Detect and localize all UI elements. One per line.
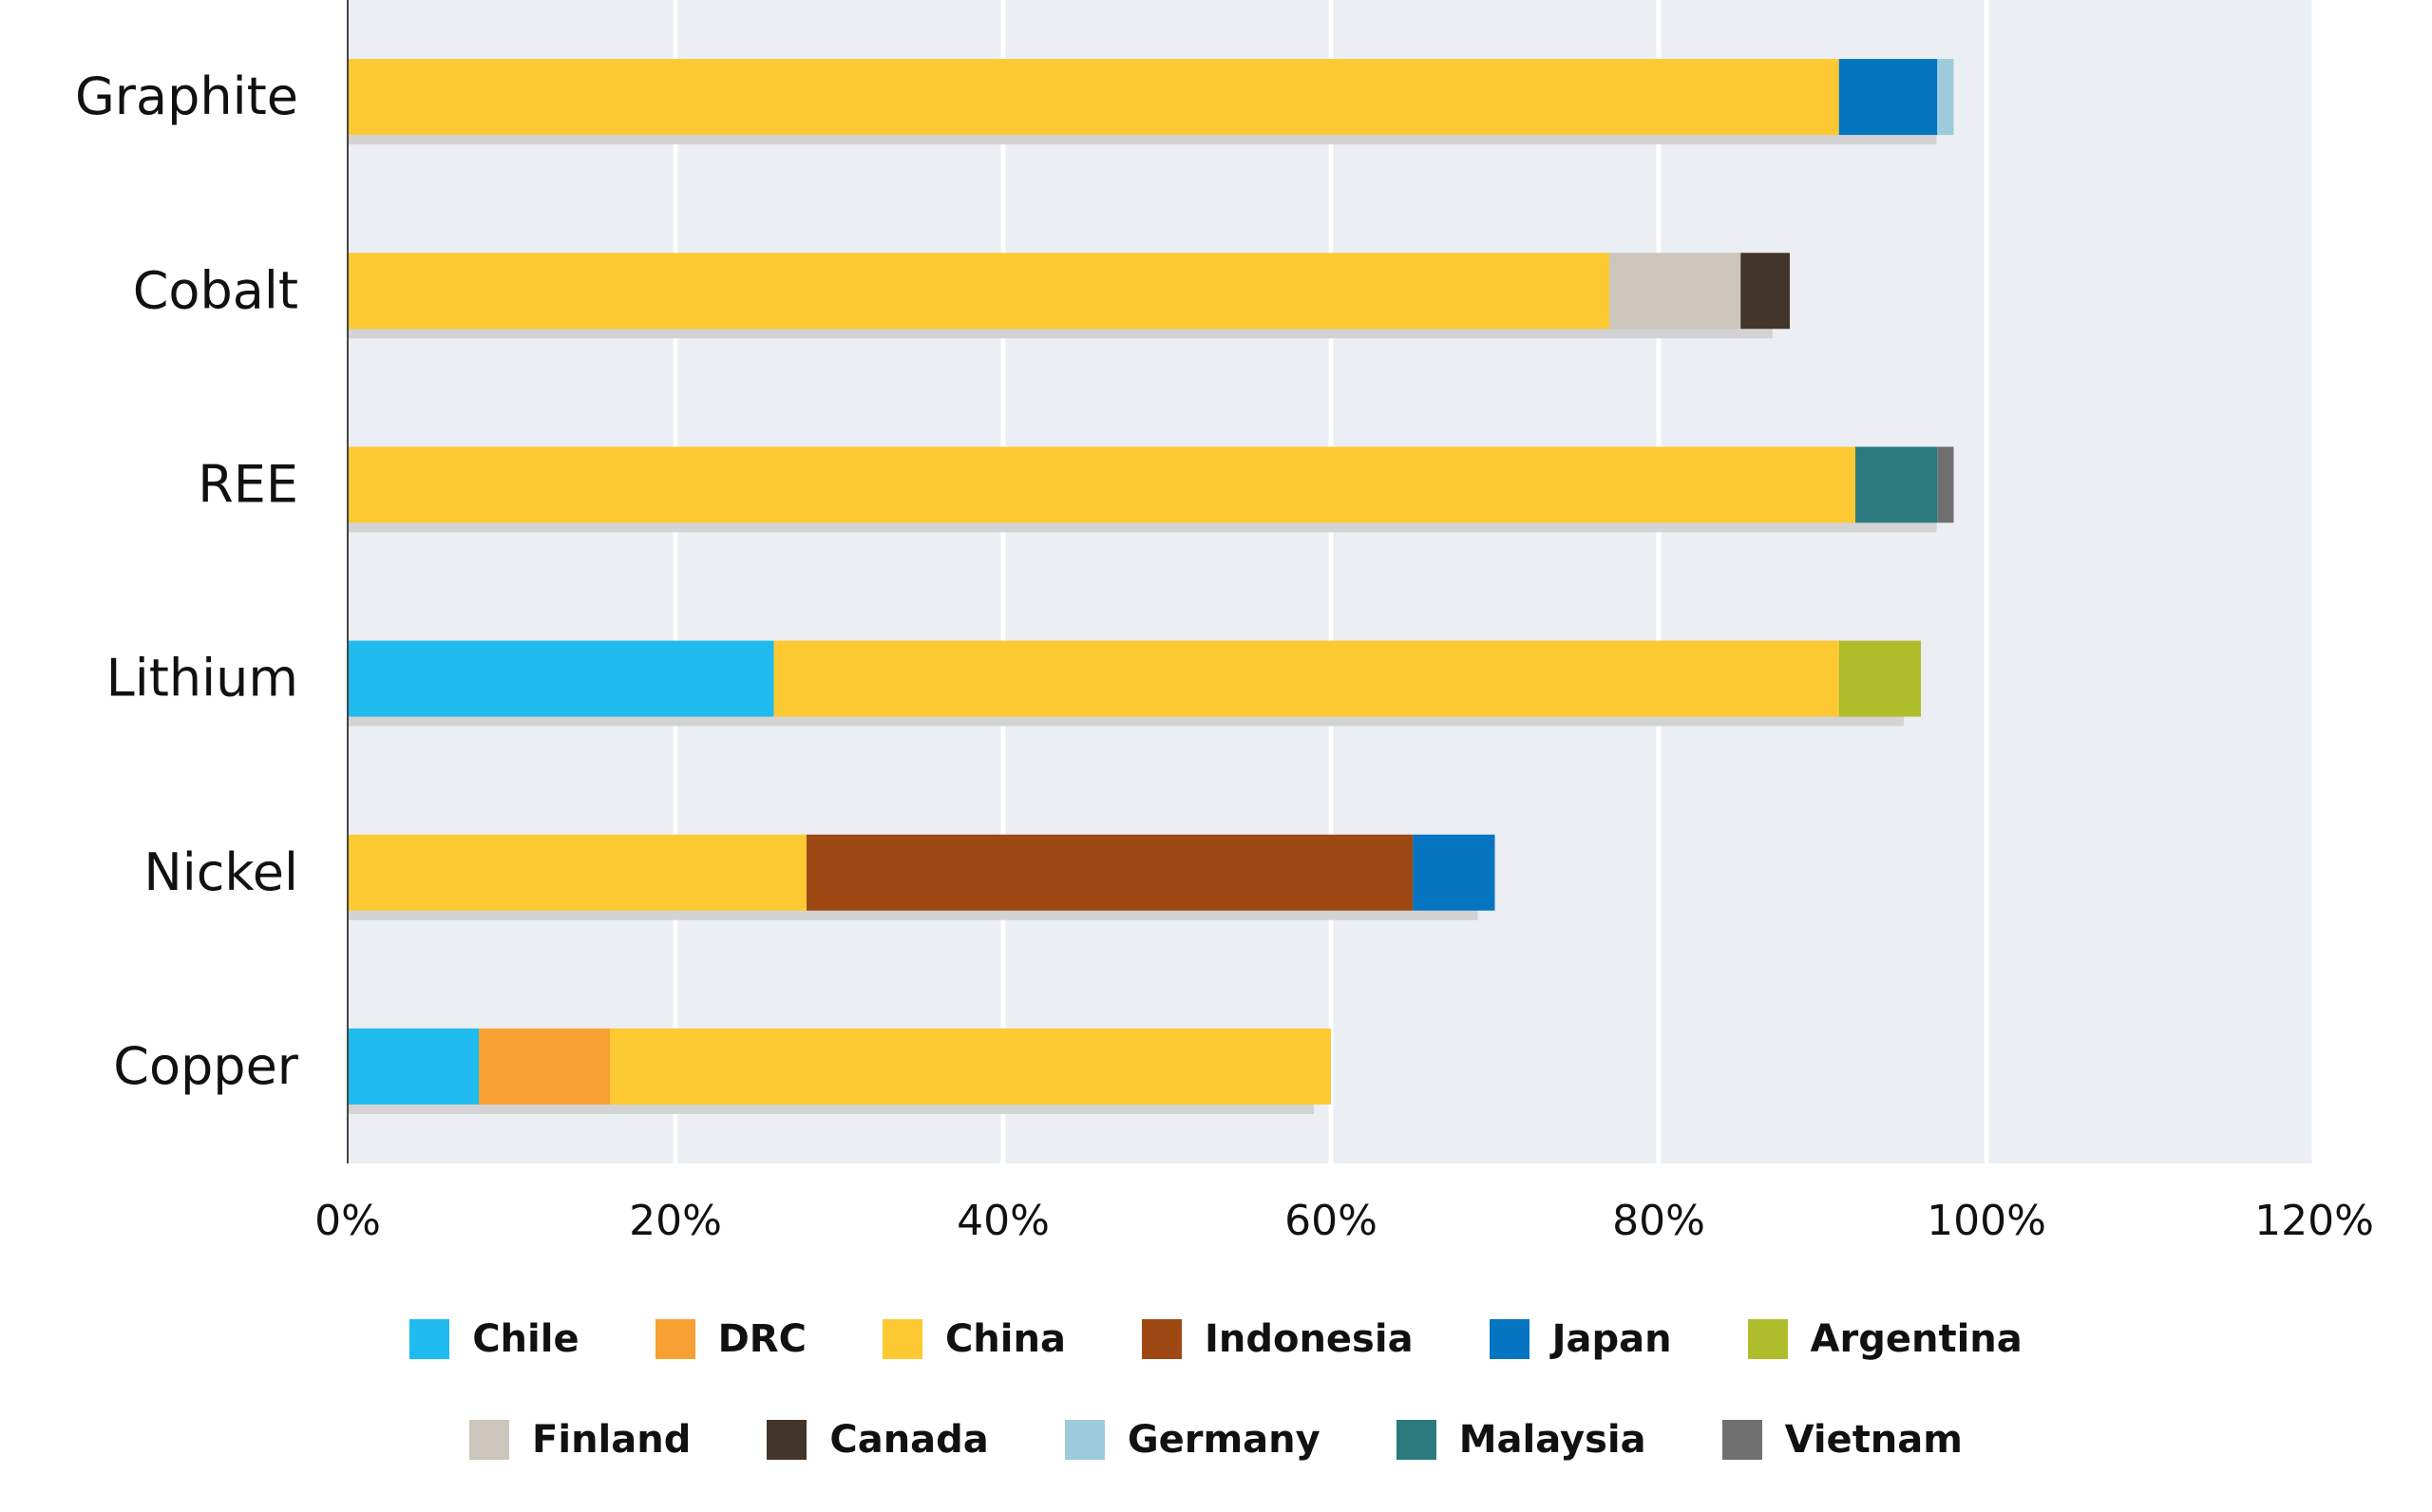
- bars: [348, 59, 1954, 1105]
- legend-label: Indonesia: [1204, 1317, 1414, 1361]
- legend-item: China: [882, 1317, 1066, 1361]
- legend-item: Argentina: [1747, 1317, 2023, 1361]
- bar-segment-lithium-argentina: [1838, 640, 1921, 717]
- category-label: Copper: [113, 1036, 299, 1096]
- chart: Graphite Cobalt REE Lithium Nickel Copper 0% 2…: [75, 0, 2374, 1462]
- legend-label: Germany: [1127, 1418, 1320, 1462]
- bar-segment-lithium-chile: [348, 640, 774, 717]
- legend-label: Chile: [472, 1317, 580, 1361]
- legend-item: Finland: [469, 1418, 691, 1462]
- legend-swatch: [882, 1319, 922, 1359]
- legend-item: Vietnam: [1721, 1418, 1963, 1462]
- legend-row: Finland Canada Germany Malaysia Vietnam: [0, 1411, 2432, 1468]
- legend-item: Germany: [1064, 1418, 1320, 1462]
- bar-segment-copper-drc: [479, 1028, 610, 1105]
- legend-item: Indonesia: [1141, 1317, 1414, 1361]
- x-tick-label: 40%: [957, 1197, 1050, 1245]
- x-tick-label: 60%: [1284, 1197, 1378, 1245]
- x-tick-label: 20%: [629, 1197, 722, 1245]
- legend-swatch: [1064, 1420, 1105, 1460]
- legend-label: Argentina: [1810, 1317, 2023, 1361]
- legend-swatch: [1721, 1420, 1762, 1460]
- legend-label: Canada: [829, 1418, 989, 1462]
- category-labels: Graphite Cobalt REE Lithium Nickel Copper: [75, 66, 299, 1096]
- category-label: Nickel: [143, 842, 298, 902]
- legend-swatch: [767, 1420, 808, 1460]
- x-tick-label: 100%: [1927, 1197, 2046, 1245]
- legend-item: Canada: [767, 1418, 989, 1462]
- legend-swatch: [409, 1319, 450, 1359]
- bar-segment-nickel-china: [348, 834, 807, 911]
- legend-item: Malaysia: [1396, 1418, 1646, 1462]
- bar-segment-graphite-japan: [1838, 59, 1938, 136]
- bar-segment-ree-malaysia: [1855, 446, 1938, 523]
- gridlines: [673, 0, 2317, 1163]
- legend-label: DRC: [717, 1317, 807, 1361]
- bar-segment-graphite-china: [348, 59, 1839, 136]
- legend-swatch: [469, 1420, 510, 1460]
- legend-label: Finland: [532, 1418, 692, 1462]
- x-tick-labels: 0% 20% 40% 60% 80% 100% 120%: [314, 1197, 2374, 1245]
- bar-segment-nickel-japan: [1413, 834, 1495, 911]
- legend-item: Chile: [409, 1317, 580, 1361]
- legend-label: Malaysia: [1458, 1418, 1646, 1462]
- bar-segment-ree-china: [348, 446, 1855, 523]
- category-label: REE: [198, 454, 298, 514]
- x-tick-label: 80%: [1612, 1197, 1705, 1245]
- bar-segment-cobalt-finland: [1609, 253, 1741, 330]
- legend-row: Chile DRC China Indonesia Japan Argentina: [0, 1311, 2432, 1368]
- bar-segment-ree-vietnam: [1937, 446, 1954, 523]
- legend-swatch: [1396, 1420, 1436, 1460]
- legend-swatch: [655, 1319, 695, 1359]
- bar-segment-cobalt-canada: [1740, 253, 1790, 330]
- bar-segment-copper-china: [610, 1028, 1331, 1105]
- legend-label: Japan: [1551, 1317, 1672, 1361]
- legend-item: DRC: [655, 1317, 807, 1361]
- x-tick-label: 0%: [314, 1197, 381, 1245]
- category-label: Lithium: [106, 649, 298, 709]
- category-label: Graphite: [75, 66, 298, 126]
- bar-segment-lithium-china: [773, 640, 1839, 717]
- bar-segment-cobalt-china: [348, 253, 1610, 330]
- bar-segment-graphite-germany: [1937, 59, 1954, 136]
- legend-swatch: [1141, 1319, 1182, 1359]
- bar-segment-nickel-indonesia: [807, 834, 1414, 911]
- legend-item: Japan: [1489, 1317, 1672, 1361]
- bar-segment-copper-chile: [348, 1028, 479, 1105]
- legend-swatch: [1489, 1319, 1530, 1359]
- category-label: Cobalt: [133, 260, 298, 320]
- legend: Chile DRC China Indonesia Japan Argentina Fin…: [0, 1311, 2432, 1512]
- x-tick-label: 120%: [2254, 1197, 2374, 1245]
- legend-swatch: [1747, 1319, 1788, 1359]
- legend-label: China: [944, 1317, 1066, 1361]
- chart-svg: Graphite Cobalt REE Lithium Nickel Copper 0% 2…: [75, 0, 2374, 1245]
- legend-label: Vietnam: [1784, 1418, 1963, 1462]
